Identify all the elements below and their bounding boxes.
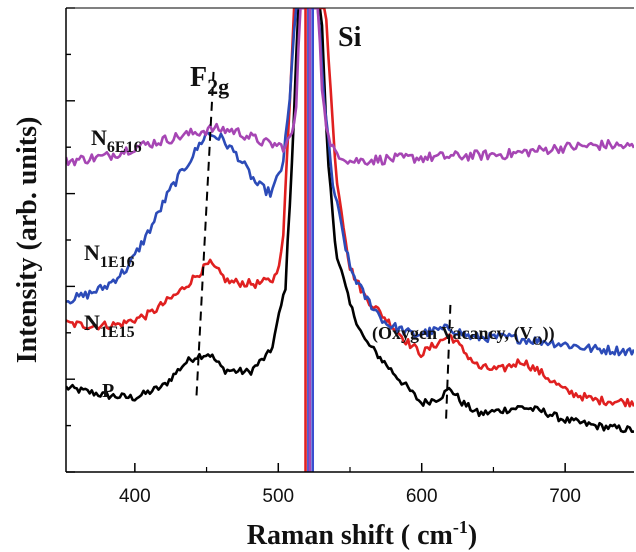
series-label-p: P <box>102 380 114 402</box>
x-tick-label-500: 500 <box>262 486 294 507</box>
series-line-p <box>66 8 634 434</box>
tick-layer: 400 500 600 700 <box>66 7 581 507</box>
series-line-n1e15 <box>66 8 634 408</box>
series-line-n6e16 <box>66 8 634 167</box>
x-tick-label-600: 600 <box>406 486 438 507</box>
f2g-annotation: F2g <box>190 62 229 99</box>
x-tick-label-400: 400 <box>119 486 151 507</box>
x-tick-label-700: 700 <box>549 486 581 507</box>
series-layer <box>66 8 634 472</box>
dashed-guide-1 <box>195 68 215 396</box>
series-label-n1e16: N1E16 <box>84 240 135 271</box>
series-label-n1e15: N1E15 <box>84 310 135 341</box>
series-line-n1e16 <box>66 8 634 357</box>
dashed-guide-2 <box>445 304 452 419</box>
x-axis-title: Raman shift ( cm-1) <box>247 517 477 551</box>
si-annotation: Si <box>338 22 362 53</box>
series-label-n6e16: N6E16 <box>91 125 142 156</box>
oxygen-vacancy-annotation: (Oxygen Vacancy, (VO)) <box>372 323 555 348</box>
y-axis-title: Intensity (arb. units) <box>12 117 43 364</box>
guide-layer <box>195 68 452 419</box>
